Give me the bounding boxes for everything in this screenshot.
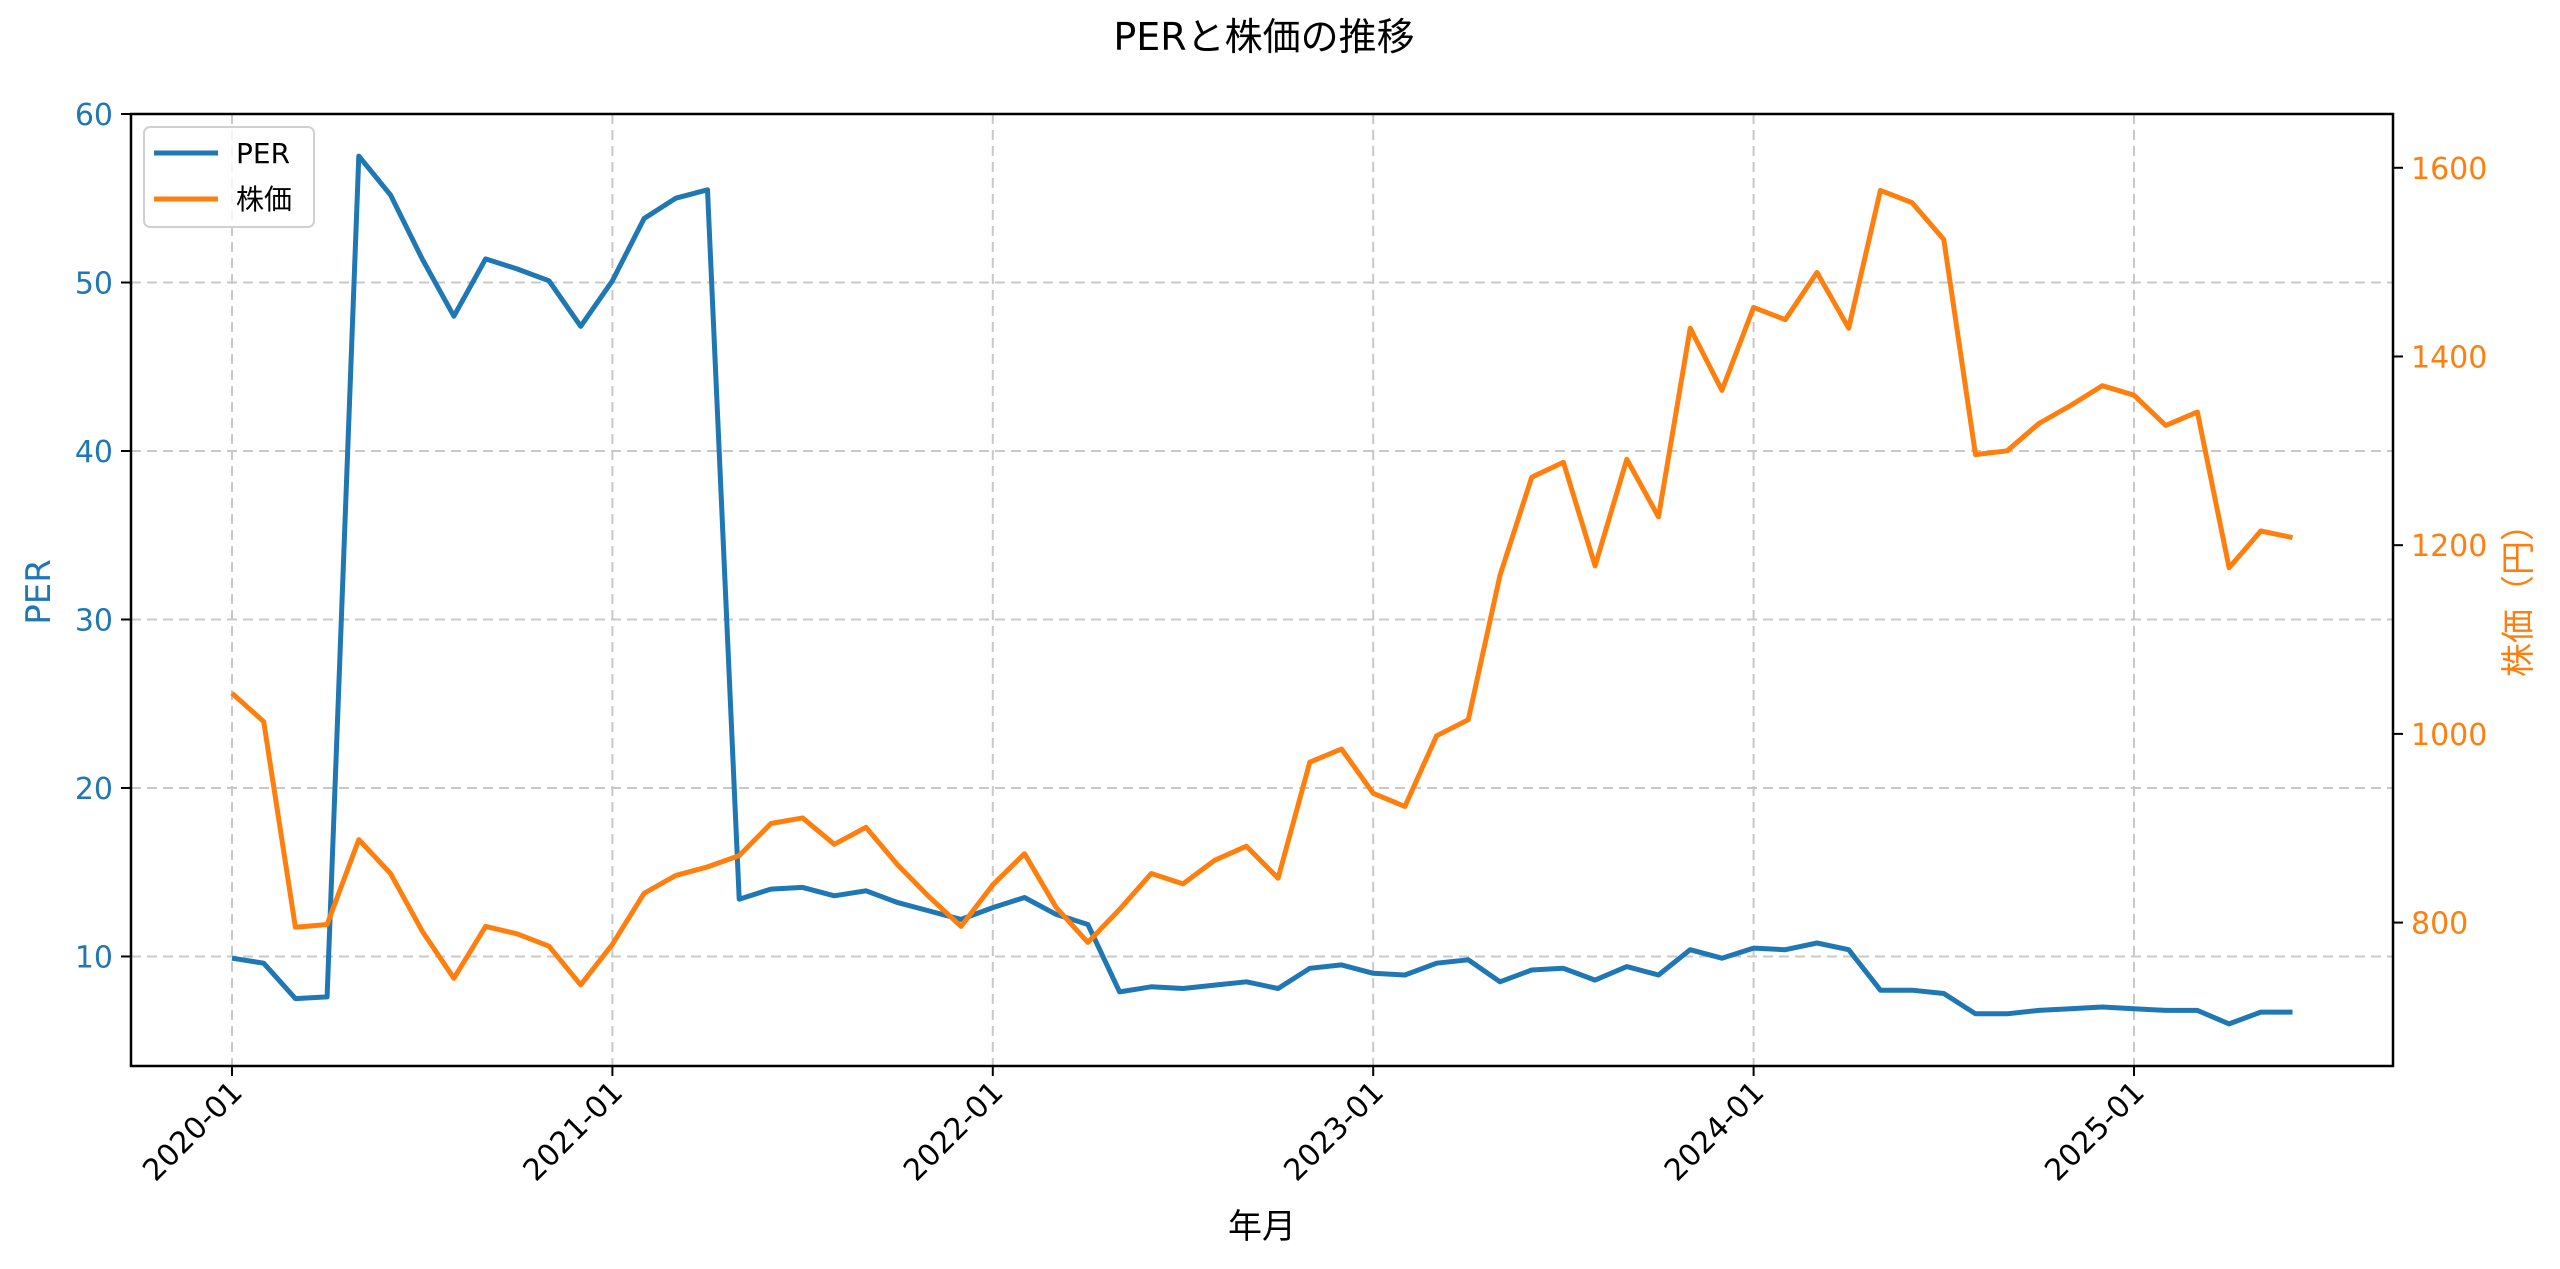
right-y-axis: 800 1000 1200 1400 1600 [2393,152,2487,942]
x-axis: 2020-01 2021-01 2022-01 2023-01 2024-01 2025-… [136,1066,2152,1188]
x-tick-label: 2023-01 [1277,1075,1390,1188]
x-tick-label: 2025-01 [2038,1075,2151,1188]
right-tick-label: 1600 [2411,152,2487,187]
price-line [230,187,2294,988]
series-lines [230,153,2294,1027]
x-tick-label: 2022-01 [897,1075,1010,1188]
legend: PER 株価 [143,126,315,228]
left-tick-label: 30 [75,603,113,638]
left-tick-label: 10 [75,940,113,975]
grid-lines [131,113,2393,1066]
x-axis-label: 年月 [1228,1207,1296,1247]
x-tick-label: 2024-01 [1658,1075,1771,1188]
right-tick-label: 1400 [2411,340,2487,375]
left-tick-label: 60 [75,98,113,133]
per-line [231,153,2293,1027]
right-tick-label: 1000 [2411,718,2487,753]
right-axis-label: 株価（円） [2499,507,2539,677]
x-tick-label: 2021-01 [517,1075,630,1188]
x-tick-label: 2020-01 [136,1075,249,1188]
left-axis-label: PER [19,559,59,625]
legend-price-label: 株価 [236,183,292,216]
plot-area-frame [129,112,2395,1068]
legend-per-label: PER [236,137,290,170]
chart-title: PERと株価の推移 [1113,15,1414,59]
left-tick-label: 20 [75,772,113,807]
right-tick-label: 1200 [2411,529,2487,564]
left-tick-label: 40 [75,435,113,470]
right-tick-label: 800 [2411,907,2468,942]
left-y-axis: 10 20 30 40 50 60 [75,98,131,975]
left-tick-label: 50 [75,266,113,301]
